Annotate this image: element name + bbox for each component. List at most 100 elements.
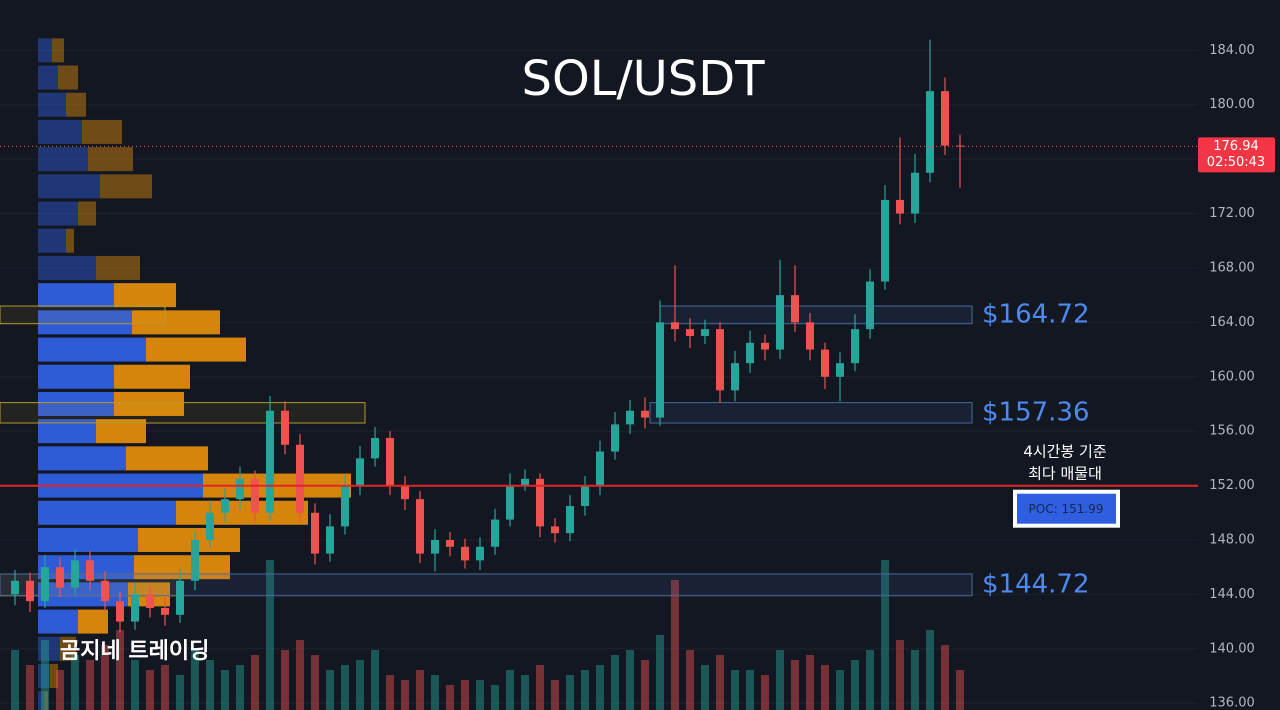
candle-body bbox=[86, 560, 94, 581]
candle-body bbox=[101, 580, 109, 602]
candle-body bbox=[416, 499, 424, 554]
volume-bar bbox=[701, 665, 709, 710]
candle-body bbox=[626, 410, 634, 425]
volume-bar bbox=[881, 560, 889, 710]
y-tick-label: 172.00 bbox=[1209, 206, 1255, 221]
candle-body bbox=[761, 342, 769, 350]
volume-bar bbox=[536, 665, 544, 710]
volume-bar bbox=[521, 675, 529, 710]
candle-body bbox=[461, 546, 469, 561]
candle-body bbox=[161, 607, 169, 615]
last-price-box bbox=[1198, 137, 1275, 173]
zone bbox=[0, 573, 973, 597]
profile-sell bbox=[146, 337, 246, 362]
profile-buy bbox=[38, 147, 88, 172]
volume-bar bbox=[461, 680, 469, 710]
volume-bar bbox=[911, 650, 919, 710]
candle-body bbox=[221, 499, 229, 513]
profile-buy bbox=[38, 65, 58, 90]
zone-label: $144.72 bbox=[982, 569, 1090, 599]
candle-body bbox=[386, 437, 394, 486]
profile-sell bbox=[58, 65, 78, 90]
profile-buy bbox=[38, 446, 126, 471]
volume-bar bbox=[926, 630, 934, 710]
profile-buy bbox=[38, 663, 50, 688]
volume-bar bbox=[566, 675, 574, 710]
volume-bar bbox=[791, 660, 799, 710]
profile-sell bbox=[88, 147, 133, 172]
volume-bar bbox=[581, 670, 589, 710]
y-tick-label: 156.00 bbox=[1209, 424, 1255, 439]
candle-body bbox=[431, 539, 439, 554]
volume-bar bbox=[56, 670, 64, 710]
profile-sell bbox=[114, 391, 184, 416]
zone bbox=[649, 402, 973, 424]
profile-buy bbox=[38, 364, 114, 389]
volume-bar bbox=[431, 675, 439, 710]
candle-body bbox=[926, 91, 934, 173]
chart-title: SOL/USDT bbox=[521, 51, 765, 107]
profile-sell bbox=[96, 255, 140, 280]
candle-body bbox=[56, 567, 64, 588]
y-tick-label: 136.00 bbox=[1209, 696, 1255, 710]
volume-bar bbox=[206, 660, 214, 710]
annotation: 4시간봉 기준 bbox=[1023, 443, 1107, 461]
volume-bar bbox=[41, 640, 49, 710]
volume-bar bbox=[401, 680, 409, 710]
profile-buy bbox=[38, 582, 128, 607]
candle-body bbox=[731, 363, 739, 391]
profile-sell bbox=[78, 609, 108, 634]
volume-bar bbox=[221, 670, 229, 710]
candle-body bbox=[191, 539, 199, 581]
candle-body bbox=[41, 567, 49, 602]
profile-buy bbox=[38, 391, 114, 416]
profile-buy bbox=[38, 228, 66, 253]
candle-body bbox=[491, 519, 499, 547]
volume-bar bbox=[116, 630, 124, 710]
volume-bar bbox=[281, 650, 289, 710]
candle-body bbox=[356, 458, 364, 486]
volume-bar bbox=[26, 665, 34, 710]
y-tick-label: 168.00 bbox=[1209, 260, 1255, 275]
zone-left bbox=[0, 402, 366, 424]
volume-bar bbox=[731, 670, 739, 710]
volume-bar bbox=[11, 650, 19, 710]
candle-body bbox=[851, 329, 859, 364]
candle-body bbox=[581, 485, 589, 506]
candle-body bbox=[896, 199, 904, 214]
candle-body bbox=[326, 526, 334, 554]
y-tick-label: 180.00 bbox=[1209, 97, 1255, 112]
volume-bar bbox=[776, 650, 784, 710]
profile-sell bbox=[66, 92, 86, 117]
candle-body bbox=[311, 512, 319, 554]
candle-body bbox=[476, 546, 484, 561]
candle-body bbox=[281, 410, 289, 445]
candle-body bbox=[671, 322, 679, 330]
volume-bar bbox=[596, 665, 604, 710]
profile-sell bbox=[78, 201, 96, 226]
volume-bar bbox=[626, 650, 634, 710]
volume-bar bbox=[686, 650, 694, 710]
candle-body bbox=[506, 485, 514, 520]
profile-buy bbox=[38, 174, 100, 199]
candle-body bbox=[296, 444, 304, 513]
volume-bar bbox=[251, 655, 259, 710]
volume-bar bbox=[386, 675, 394, 710]
candle-body bbox=[746, 342, 754, 364]
volume-bar bbox=[101, 645, 109, 710]
volume-bar bbox=[86, 660, 94, 710]
zone-left bbox=[0, 305, 166, 325]
volume-bar bbox=[656, 635, 664, 710]
candle-body bbox=[116, 601, 124, 622]
candle-body bbox=[791, 295, 799, 323]
volume-bar bbox=[476, 680, 484, 710]
candle-body bbox=[776, 295, 784, 350]
profile-buy bbox=[38, 310, 132, 335]
profile-buy bbox=[38, 255, 96, 280]
profile-sell bbox=[114, 364, 190, 389]
volume-bar bbox=[716, 655, 724, 710]
poc-box bbox=[1013, 489, 1120, 528]
profile-buy bbox=[38, 283, 114, 308]
profile-sell bbox=[66, 228, 74, 253]
